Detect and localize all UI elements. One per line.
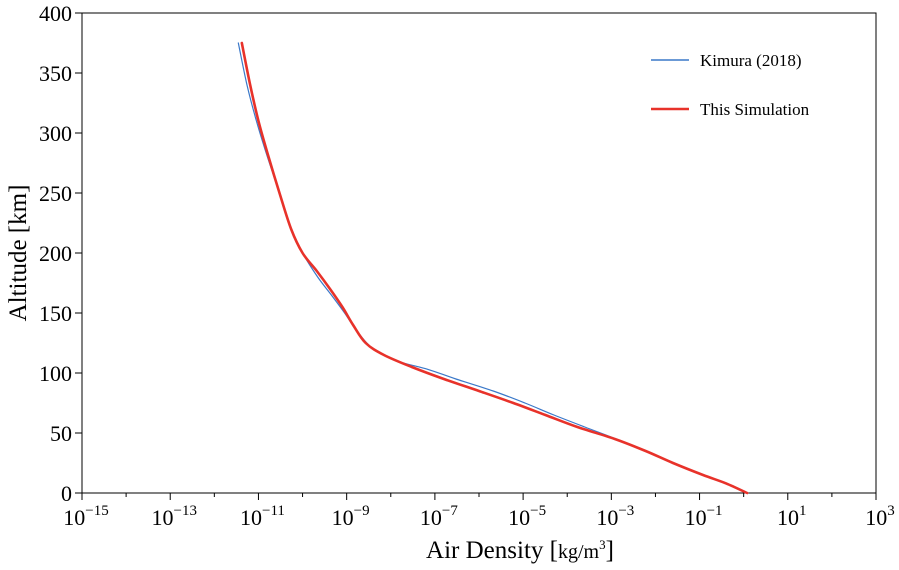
x-tick-label-exp: −1 [707, 503, 723, 519]
y-tick-label: 150 [39, 301, 72, 326]
series-line-simulation [240, 41, 749, 495]
x-tick-label-exp: −13 [173, 503, 196, 519]
x-tick-label-exp: 3 [887, 503, 895, 519]
y-tick-label: 200 [39, 241, 72, 266]
x-axis-unit-close-bracket: ] [606, 537, 614, 564]
x-tick-label-exp: −3 [618, 503, 634, 519]
x-tick-label-base: 10 [865, 505, 887, 530]
x-tick-label: 10−1 [685, 503, 723, 530]
x-axis-unit-open-bracket: [ [543, 537, 558, 564]
x-tick-label-exp: −11 [262, 503, 285, 519]
legend-label-simulation: This Simulation [700, 100, 810, 119]
x-tick-label-exp: −9 [354, 503, 370, 519]
x-tick-label: 103 [865, 503, 895, 530]
x-tick-label-exp: −7 [442, 503, 458, 519]
x-axis-title: Air Density [kg/m3] [426, 537, 614, 564]
x-tick-label-base: 10 [151, 505, 173, 530]
x-tick-label: 10−9 [332, 503, 370, 530]
y-tick-label: 0 [61, 481, 72, 506]
y-tick-label: 300 [39, 121, 72, 146]
x-tick-label-base: 10 [596, 505, 618, 530]
x-tick-label-base: 10 [420, 505, 442, 530]
legend-label-kimura: Kimura (2018) [700, 51, 802, 70]
x-tick-label: 10−7 [420, 503, 458, 530]
y-tick-label: 350 [39, 61, 72, 86]
x-tick-label: 10−5 [508, 503, 546, 530]
y-axis-title: Altitude [km] [5, 185, 32, 322]
x-tick-label-base: 10 [777, 505, 799, 530]
y-tick-label: 400 [39, 1, 72, 26]
x-tick-label-exp: −15 [85, 503, 108, 519]
plot-frame [81, 12, 877, 494]
y-tick-label: 100 [39, 361, 72, 386]
x-tick-label-base: 10 [240, 505, 262, 530]
legend: Kimura (2018) This Simulation [651, 51, 810, 119]
x-tick-label: 10−15 [63, 503, 108, 530]
x-tick-label: 10−3 [596, 503, 634, 530]
x-axis-unit-exp: 3 [599, 537, 606, 552]
series-lines [237, 41, 749, 495]
y-tick-label: 250 [39, 181, 72, 206]
x-axis-unit-base: kg/m [558, 541, 600, 563]
x-tick-label-exp: −5 [530, 503, 546, 519]
x-axis-title-text: Air Density [426, 537, 544, 564]
y-axis-ticks: 0 50 100 150 200 250 300 350 400 [39, 1, 82, 506]
x-tick-label-base: 10 [332, 505, 354, 530]
x-tick-label-exp: 1 [799, 503, 807, 519]
x-tick-label: 10−13 [151, 503, 196, 530]
x-tick-label-base: 10 [63, 505, 85, 530]
y-tick-label: 50 [50, 421, 72, 446]
x-axis-ticks: 10−15 10−13 10−11 10−9 10−7 10−5 10−3 10−1 101 10… [63, 493, 895, 530]
x-tick-label: 10−11 [240, 503, 285, 530]
x-tick-label-base: 10 [508, 505, 530, 530]
x-tick-label-base: 10 [685, 505, 707, 530]
x-tick-label: 101 [777, 503, 807, 530]
